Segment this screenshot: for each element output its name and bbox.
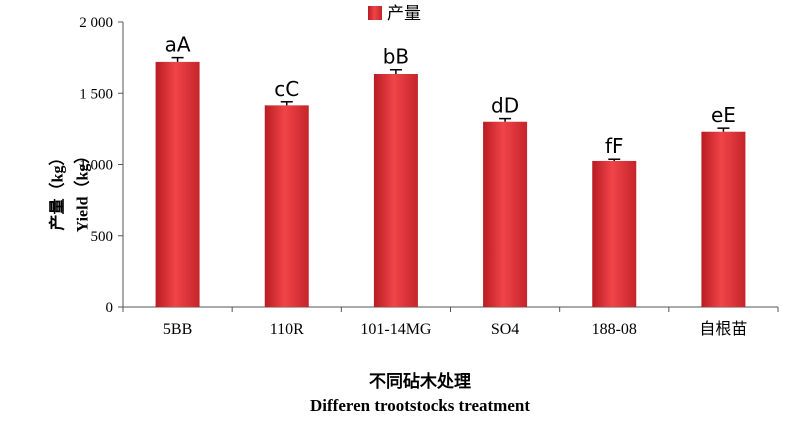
x-tick-label: 101-14MG — [360, 321, 432, 338]
y-axis-label-cn: 产量（kg） — [49, 149, 67, 231]
axes — [122, 22, 778, 308]
significance-label: cC — [274, 77, 299, 101]
x-tick-label: 自根苗 — [699, 320, 747, 338]
legend-label: 产量 — [387, 4, 421, 24]
y-tick-label: 0 — [106, 300, 114, 316]
y-axis-label-en: Yield（kg） — [74, 147, 92, 233]
bars: aA 5BB cC 110R bB 101-14MG dD SO4 fF 188-08 eE 自根苗 — [155, 33, 747, 338]
legend-swatch — [368, 6, 382, 20]
y-tick-label: 1 000 — [79, 158, 113, 174]
y-tick-label: 2 000 — [79, 15, 113, 31]
bar — [483, 121, 528, 307]
bar — [701, 131, 746, 307]
significance-label: dD — [491, 94, 519, 118]
ticks: 0 500 1 000 1 500 2 000 — [79, 15, 779, 316]
x-tick-label: 5BB — [163, 321, 192, 338]
significance-label: aA — [165, 33, 191, 57]
x-tick-label: 110R — [270, 321, 304, 338]
bar — [264, 105, 309, 307]
legend: 产量 — [368, 4, 421, 24]
significance-label: fF — [605, 134, 624, 158]
significance-label: bB — [383, 45, 409, 69]
x-axis-label-cn: 不同砧木处理 — [369, 372, 471, 391]
y-tick-label: 500 — [91, 229, 114, 245]
x-tick-label: SO4 — [491, 321, 519, 338]
significance-label: eE — [711, 103, 736, 127]
bar — [592, 160, 637, 307]
bar — [373, 74, 418, 307]
bar — [155, 61, 200, 308]
x-axis-label-en: Differen trootstocks treatment — [310, 396, 530, 415]
y-tick-label: 1 500 — [79, 86, 113, 102]
x-tick-label: 188-08 — [592, 321, 637, 338]
